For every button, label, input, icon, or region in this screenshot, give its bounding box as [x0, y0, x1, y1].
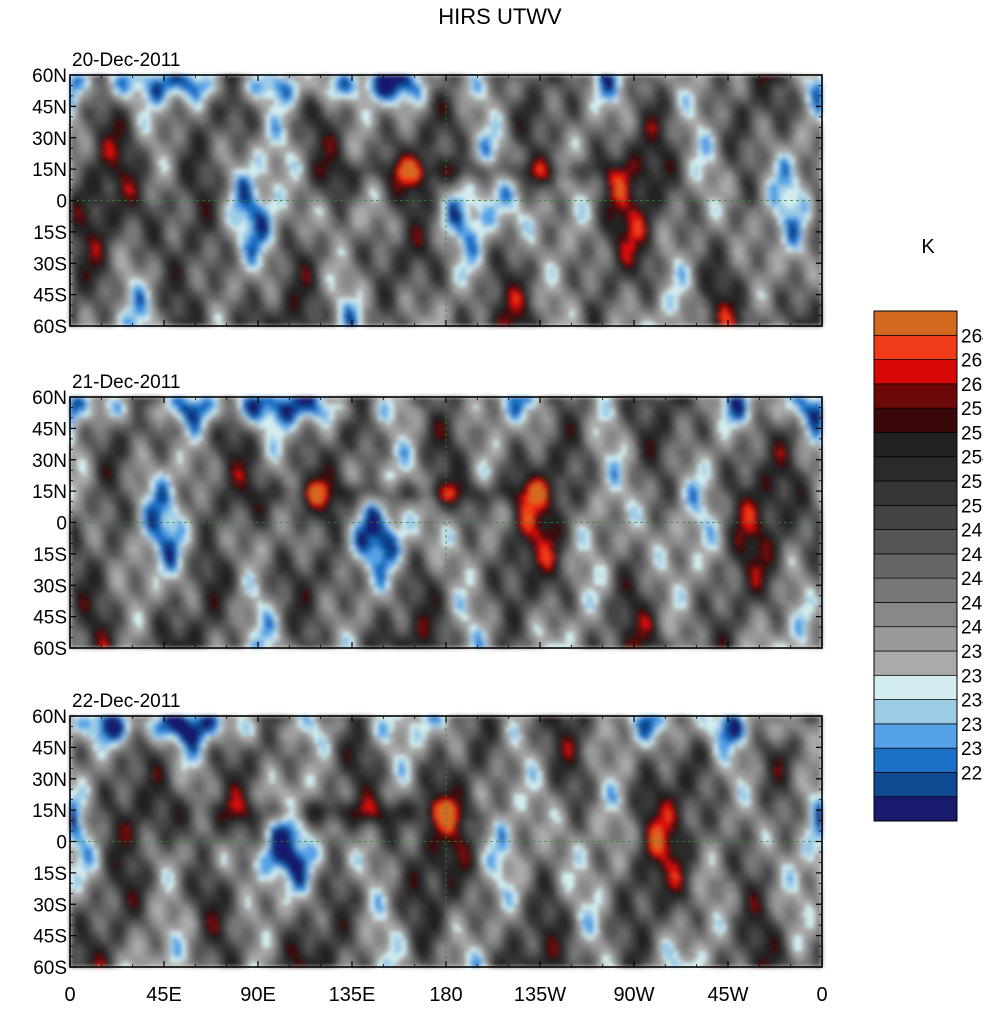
colorbar-unit-label: K: [921, 236, 935, 258]
y-tick-label: 0: [56, 192, 67, 213]
y-tick-label: 45S: [33, 608, 67, 629]
y-tick-label: 45N: [32, 97, 67, 118]
y-tick-label: 30N: [32, 451, 67, 472]
y-tick-label: 0: [56, 833, 67, 854]
y-tick-label: 45S: [33, 927, 67, 948]
y-tick-label: 45N: [32, 419, 67, 440]
colorbar-swatch: [873, 359, 958, 385]
colorbar-swatch: [873, 456, 958, 482]
colorbar-tick-label: 246: [961, 545, 983, 566]
colorbar-swatch: [873, 407, 958, 433]
y-tick-label: 60N: [32, 707, 67, 728]
colorbar-frame: [873, 310, 958, 822]
y-tick-label: 0: [56, 514, 67, 535]
y-tick-label: 60S: [33, 958, 67, 979]
y-tick-label: 30S: [33, 254, 67, 275]
colorbar-swatch: [873, 772, 958, 798]
colorbar-tick-label: 242: [961, 593, 983, 614]
colorbar-swatch: [873, 504, 958, 530]
colorbar-tick-label: 262: [961, 351, 983, 372]
x-tick-label: 45W: [707, 984, 748, 1006]
colorbar-tick-label: 248: [961, 521, 983, 542]
x-tick-label: 0: [64, 984, 75, 1006]
y-tick-label: 60S: [33, 317, 67, 338]
y-tick-label: 15N: [32, 482, 67, 503]
colorbar-swatch: [873, 796, 958, 822]
x-tick-label: 135E: [329, 984, 376, 1006]
x-tick-label: 90W: [613, 984, 654, 1006]
panel-date-label: 22-Dec-2011: [72, 691, 180, 712]
y-tick-label: 30N: [32, 129, 67, 150]
colorbar-tick-label: 252: [961, 472, 983, 493]
colorbar-tick-label: 230: [961, 739, 983, 760]
colorbar-swatch: [873, 602, 958, 628]
y-tick-label: 30S: [33, 895, 67, 916]
colorbar-swatch: [873, 310, 958, 336]
colorbar-tick-label: 244: [961, 569, 983, 590]
colorbar-swatch: [873, 577, 958, 603]
colorbar-swatch: [873, 334, 958, 360]
colorbar-swatch: [873, 747, 958, 773]
y-tick-label: 15N: [32, 160, 67, 181]
colorbar-tick-label: 236: [961, 666, 983, 687]
colorbar: 264 262 260 258 256 254 252 250 248 246 244 242 240 2…: [873, 310, 983, 822]
panel-date-label: 20-Dec-2011: [72, 50, 180, 71]
y-tick-label: 60N: [32, 388, 67, 409]
colorbar-swatch: [873, 626, 958, 652]
x-tick-label: 90E: [240, 984, 276, 1006]
colorbar-tick-label: 264: [961, 326, 983, 347]
colorbar-tick-label: 254: [961, 448, 983, 469]
colorbar-tick-label: 232: [961, 715, 983, 736]
y-tick-label: 45S: [33, 286, 67, 307]
colorbar-tick-label: 234: [961, 691, 983, 712]
y-tick-label: 15S: [33, 545, 67, 566]
colorbar-swatch: [873, 553, 958, 579]
x-tick-label: 135W: [514, 984, 566, 1006]
colorbar-swatch: [873, 650, 958, 676]
colorbar-swatch: [873, 432, 958, 458]
colorbar-tick-label: 256: [961, 423, 983, 444]
x-tick-label: 0: [816, 984, 827, 1006]
y-tick-label: 45N: [32, 738, 67, 759]
colorbar-swatch: [873, 674, 958, 700]
colorbar-swatch: [873, 480, 958, 506]
colorbar-swatch: [873, 723, 958, 749]
y-tick-label: 15S: [33, 223, 67, 244]
colorbar-swatch: [873, 529, 958, 555]
colorbar-tick-label: 238: [961, 642, 983, 663]
colorbar-tick-label: 250: [961, 496, 983, 517]
x-tick-label: 45E: [146, 984, 182, 1006]
colorbar-swatch: [873, 383, 958, 409]
colorbar-swatch: [873, 699, 958, 725]
y-tick-label: 30N: [32, 770, 67, 791]
colorbar-tick-label: 240: [961, 618, 983, 639]
y-tick-label: 60N: [32, 66, 67, 87]
colorbar-tick-label: 228: [961, 763, 983, 784]
x-tick-label: 180: [429, 984, 462, 1006]
panel-date-label: 21-Dec-2011: [72, 372, 180, 393]
y-tick-label: 15N: [32, 801, 67, 822]
panels: 20-Dec-201160N45N30N15N015S30S45S60S21-D…: [32, 50, 827, 1006]
colorbar-tick-label: 258: [961, 399, 983, 420]
y-tick-label: 15S: [33, 864, 67, 885]
chart-title: HIRS UTWV: [438, 4, 562, 29]
y-tick-label: 30S: [33, 576, 67, 597]
colorbar-tick-label: 260: [961, 375, 983, 396]
y-tick-label: 60S: [33, 639, 67, 660]
